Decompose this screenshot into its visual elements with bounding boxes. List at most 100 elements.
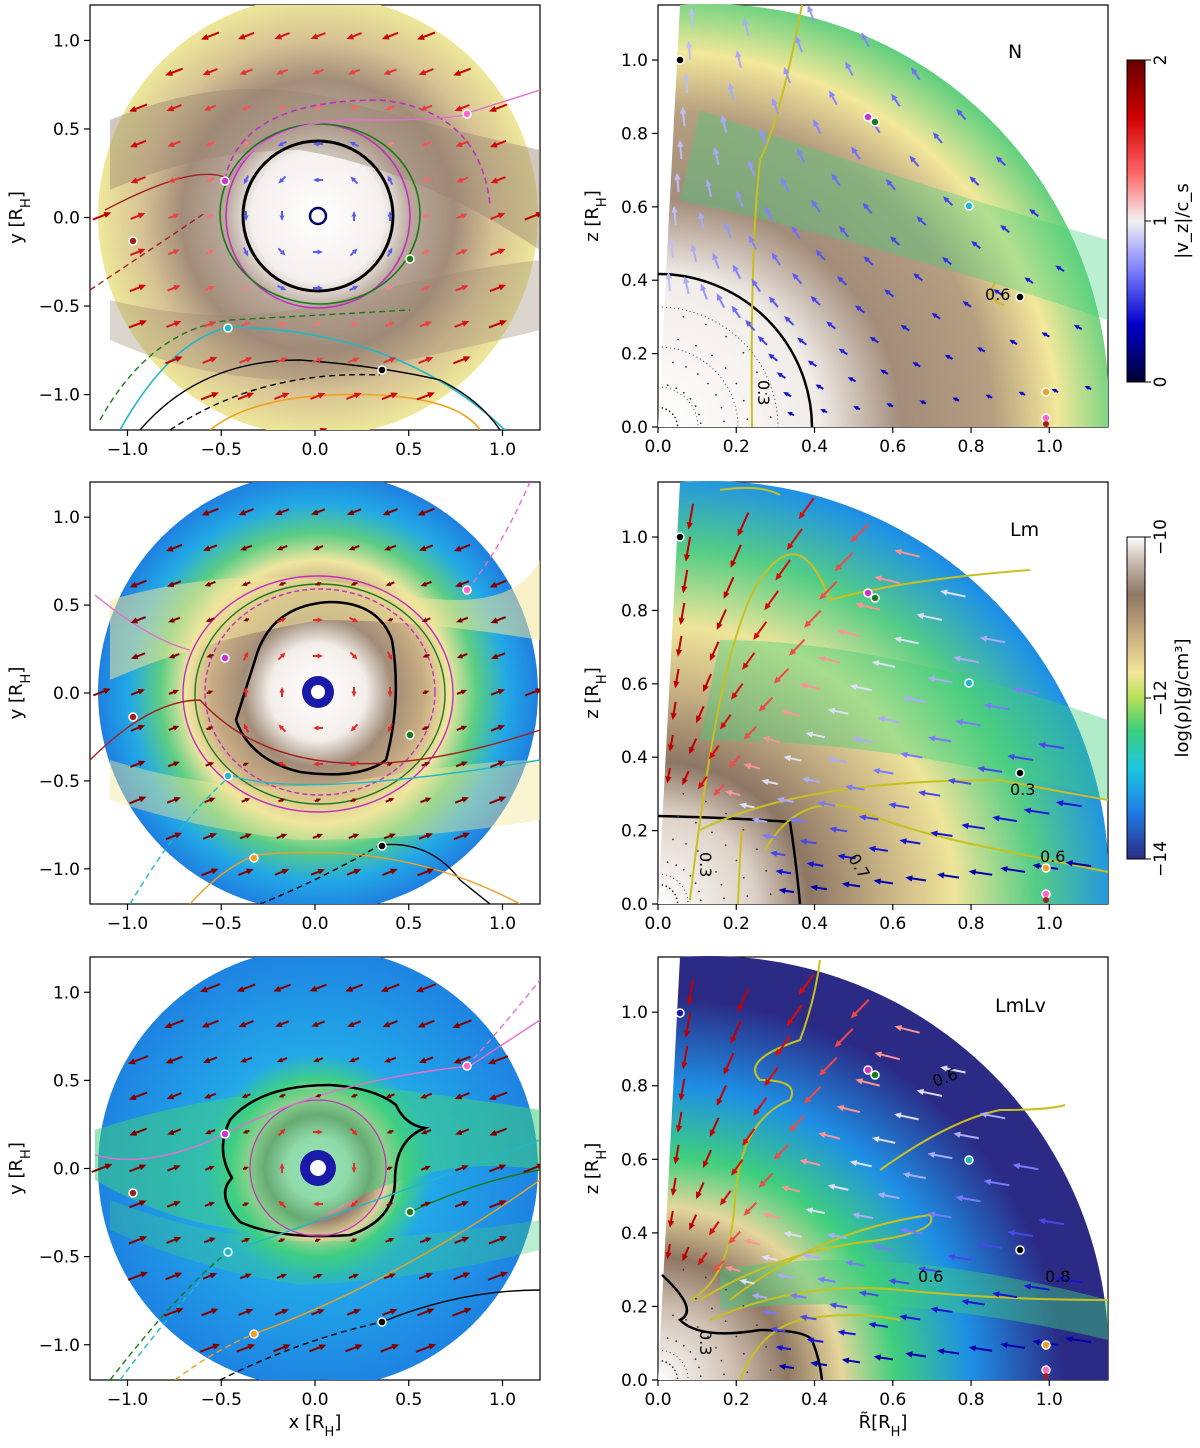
velocity-dot: [674, 893, 676, 896]
colorbar-tick: −14: [1151, 841, 1171, 877]
velocity-arrow-head: [388, 798, 395, 803]
velocity-arrow-head: [172, 725, 180, 731]
velocity-arrow-head: [831, 173, 838, 181]
velocity-arrow-head: [850, 535, 858, 543]
velocity-arrow: [776, 1143, 790, 1158]
velocity-arrow-head: [807, 360, 814, 366]
velocity-arrow-head: [313, 1201, 319, 1207]
x-tick-label: 0.6: [879, 1390, 906, 1410]
velocity-dot: [723, 897, 725, 900]
velocity-arrow: [852, 522, 870, 541]
streamline: [94, 1019, 540, 1161]
velocity-dot: [742, 828, 745, 831]
velocity-dot: [742, 399, 745, 402]
velocity-arrow: [821, 657, 841, 664]
velocity-arrow-head: [238, 509, 247, 516]
colorbar-tick: −10: [1151, 519, 1171, 555]
velocity-arrow-head: [902, 695, 910, 703]
velocity-arrow-head: [461, 1236, 470, 1243]
streamline: [224, 99, 491, 206]
velocity-arrow-head: [739, 802, 747, 809]
velocity-arrow-head: [918, 790, 926, 797]
velocity-arrow: [904, 1229, 923, 1235]
velocity-arrow-head: [783, 66, 790, 75]
velocity-arrow-head: [801, 1252, 810, 1259]
velocity-arrow: [876, 769, 894, 775]
velocity-arrow-head: [753, 1108, 760, 1117]
velocity-arrow-head: [490, 617, 499, 624]
velocity-arrow-head: [709, 653, 716, 661]
velocity-arrow: [777, 1035, 791, 1054]
velocity-arrow-head: [778, 887, 786, 894]
streamline: [99, 309, 411, 421]
velocity-arrow: [821, 1056, 838, 1074]
streamline: [94, 594, 191, 651]
velocity-arrow-head: [243, 723, 249, 730]
velocity-arrow-head: [454, 1093, 463, 1100]
velocity-arrow-head: [317, 617, 323, 623]
velocity-arrow-head: [243, 762, 249, 767]
contour-label: 0.3: [696, 852, 715, 877]
velocity-arrow-head: [424, 285, 431, 291]
velocity-arrow-head: [456, 617, 463, 623]
velocity-arrow-head: [428, 1343, 436, 1350]
tracer-point: [1043, 421, 1049, 427]
velocity-arrow-head: [165, 1057, 174, 1064]
velocity-arrow-head: [675, 649, 683, 657]
velocity-arrow-head: [273, 985, 282, 992]
velocity-arrow-head: [952, 397, 958, 402]
velocity-arrow-head: [916, 612, 925, 620]
velocity-arrow-head: [868, 1321, 876, 1329]
velocity-arrow-head: [350, 581, 356, 586]
velocity-arrow-head: [208, 1165, 215, 1171]
velocity-arrow-head: [129, 581, 138, 588]
velocity-arrow: [856, 1213, 874, 1220]
velocity-arrow-head: [314, 581, 320, 586]
velocity-arrow-head: [274, 33, 283, 40]
velocity-arrow-head: [686, 522, 693, 530]
velocity-arrow-head: [837, 276, 844, 283]
velocity-arrow-head: [913, 273, 920, 279]
velocity-dot: [769, 1369, 772, 1372]
colorbar-bar: [1126, 59, 1146, 383]
velocity-arrow-head: [942, 257, 949, 263]
velocity-arrow-head: [855, 1078, 863, 1085]
y-tick-label: 0.0: [621, 418, 648, 438]
velocity-arrow: [765, 590, 780, 608]
velocity-arrow-head: [352, 1238, 358, 1243]
velocity-arrow-head: [347, 1021, 355, 1028]
velocity-arrow-head: [173, 796, 181, 803]
velocity-arrow-head: [316, 798, 322, 803]
velocity-arrow-head: [678, 1093, 685, 1101]
velocity-arrow-head: [804, 620, 812, 628]
velocity-arrow-head: [461, 285, 469, 291]
velocity-arrow-head: [421, 617, 428, 622]
velocity-arrow-head: [1041, 332, 1048, 337]
velocity-arrow-head: [425, 356, 434, 363]
velocity-dot: [769, 416, 772, 419]
velocity-arrow: [987, 704, 1010, 711]
velocity-arrow-head: [797, 337, 804, 344]
velocity-arrow-head: [203, 105, 211, 111]
contour-line: [750, 4, 803, 428]
velocity-arrow-head: [387, 654, 393, 661]
velocity-arrow-head: [208, 690, 214, 695]
velocity-dot: [682, 391, 685, 394]
velocity-arrow: [951, 779, 972, 785]
velocity-dot: [682, 868, 685, 871]
velocity-arrow-head: [683, 276, 690, 284]
velocity-dot: [689, 397, 692, 400]
velocity-arrow-head: [703, 684, 709, 693]
velocity-arrow-head: [942, 196, 950, 203]
velocity-arrow-head: [1018, 391, 1024, 396]
velocity-arrow-head: [317, 357, 324, 363]
velocity-arrow-head: [280, 322, 287, 327]
contour-line: [990, 281, 1005, 306]
velocity-arrow: [1016, 688, 1039, 695]
velocity-arrow-head: [743, 1208, 751, 1216]
velocity-arrow-head: [424, 797, 432, 803]
velocity-arrow-head: [905, 875, 913, 882]
tracer-point: [1041, 863, 1051, 873]
velocity-arrow-head: [173, 285, 181, 291]
velocity-arrow-head: [786, 542, 794, 551]
